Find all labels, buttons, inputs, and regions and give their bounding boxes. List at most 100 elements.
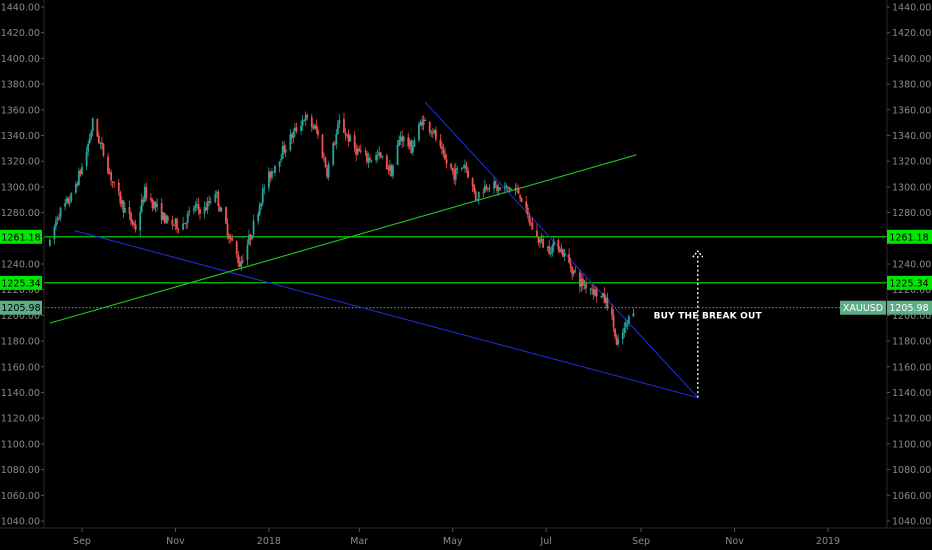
candle-body	[410, 140, 413, 153]
candle	[528, 212, 531, 226]
candle	[97, 131, 100, 144]
candle	[367, 152, 370, 168]
candle	[119, 190, 122, 207]
candle	[338, 114, 341, 128]
candle-body	[621, 332, 624, 340]
candle-body	[465, 165, 468, 170]
candle-body	[539, 239, 541, 243]
candle	[378, 145, 381, 160]
candle-body	[326, 168, 328, 177]
candle	[206, 196, 209, 215]
horizontal-levels	[44, 236, 887, 309]
candle-body	[517, 188, 520, 195]
y-tick-label-left: 1060.00	[1, 491, 40, 502]
candle-body	[528, 215, 531, 223]
candle-body	[131, 220, 134, 225]
candle-body	[574, 270, 577, 272]
candle-body	[499, 187, 502, 189]
y-tick-label-right: 1320.00	[892, 157, 931, 168]
trend-line-lower-blue	[74, 230, 698, 399]
candle	[312, 123, 315, 131]
candle-body	[304, 115, 307, 121]
candle	[557, 238, 560, 254]
candle-body	[248, 235, 250, 245]
candle	[563, 248, 566, 262]
x-tick-label: Jul	[539, 536, 551, 547]
candle-body	[208, 200, 211, 203]
candle	[529, 218, 532, 227]
candle-body	[313, 125, 316, 129]
candle-body	[589, 288, 592, 290]
candle	[192, 205, 195, 215]
candle	[160, 198, 163, 225]
candle-body	[312, 126, 315, 129]
candle-body	[263, 188, 266, 190]
candle-body	[375, 155, 378, 161]
candle-body	[434, 130, 437, 140]
candle	[257, 211, 260, 225]
y-tick-label-right: 1180.00	[892, 337, 931, 348]
candle	[600, 295, 603, 299]
candle	[252, 214, 255, 237]
candle-body	[323, 158, 325, 160]
candle-body	[542, 239, 544, 248]
candle-body	[281, 146, 284, 159]
candle-body	[456, 168, 459, 170]
candle	[310, 113, 313, 132]
candle-body	[67, 197, 70, 204]
candle	[174, 217, 177, 231]
candle-body	[615, 336, 618, 345]
candle	[621, 328, 624, 345]
candle-body	[595, 289, 598, 297]
candle	[355, 143, 358, 162]
candle	[283, 141, 286, 155]
candle	[508, 186, 511, 193]
candle	[336, 120, 339, 135]
candle	[133, 221, 135, 229]
candle-body	[289, 134, 292, 151]
candle	[467, 167, 469, 179]
candle	[604, 294, 607, 310]
candle-body	[624, 322, 627, 328]
candle-body	[324, 158, 327, 168]
candle	[128, 200, 131, 220]
candle	[516, 183, 518, 193]
candle	[53, 224, 56, 245]
candle-body	[347, 134, 350, 142]
y-tick-label-right: 1440.00	[892, 3, 931, 14]
x-tick-label: May	[443, 536, 463, 547]
candle-body	[422, 119, 425, 125]
candle	[369, 154, 371, 163]
candle-body	[107, 156, 109, 174]
candle-body	[370, 160, 373, 162]
candle	[261, 184, 264, 207]
candle	[520, 197, 523, 203]
candle-body	[53, 226, 56, 240]
candle-body	[194, 205, 197, 209]
candle	[540, 233, 543, 244]
candle	[199, 206, 201, 220]
candle-body	[442, 149, 445, 154]
candle	[454, 162, 457, 186]
candle	[477, 191, 480, 205]
candle-body	[600, 295, 603, 297]
candle-body	[632, 313, 635, 317]
candle	[552, 235, 555, 252]
candle	[525, 195, 528, 214]
candle-body	[454, 168, 457, 180]
candle-body	[366, 152, 368, 162]
candle	[194, 200, 197, 213]
candle-body	[335, 133, 338, 145]
candle-body	[78, 170, 80, 185]
candle	[332, 141, 335, 167]
price-tag-left-text: 1261.18	[1, 232, 40, 243]
candle-body	[356, 148, 359, 155]
candle-body	[165, 215, 168, 224]
candle-body	[274, 166, 276, 173]
candle	[471, 176, 474, 192]
candle-body	[562, 249, 564, 257]
candle-body	[79, 171, 82, 174]
candle-body	[91, 118, 94, 132]
y-tick-label-right: 1040.00	[892, 517, 931, 528]
